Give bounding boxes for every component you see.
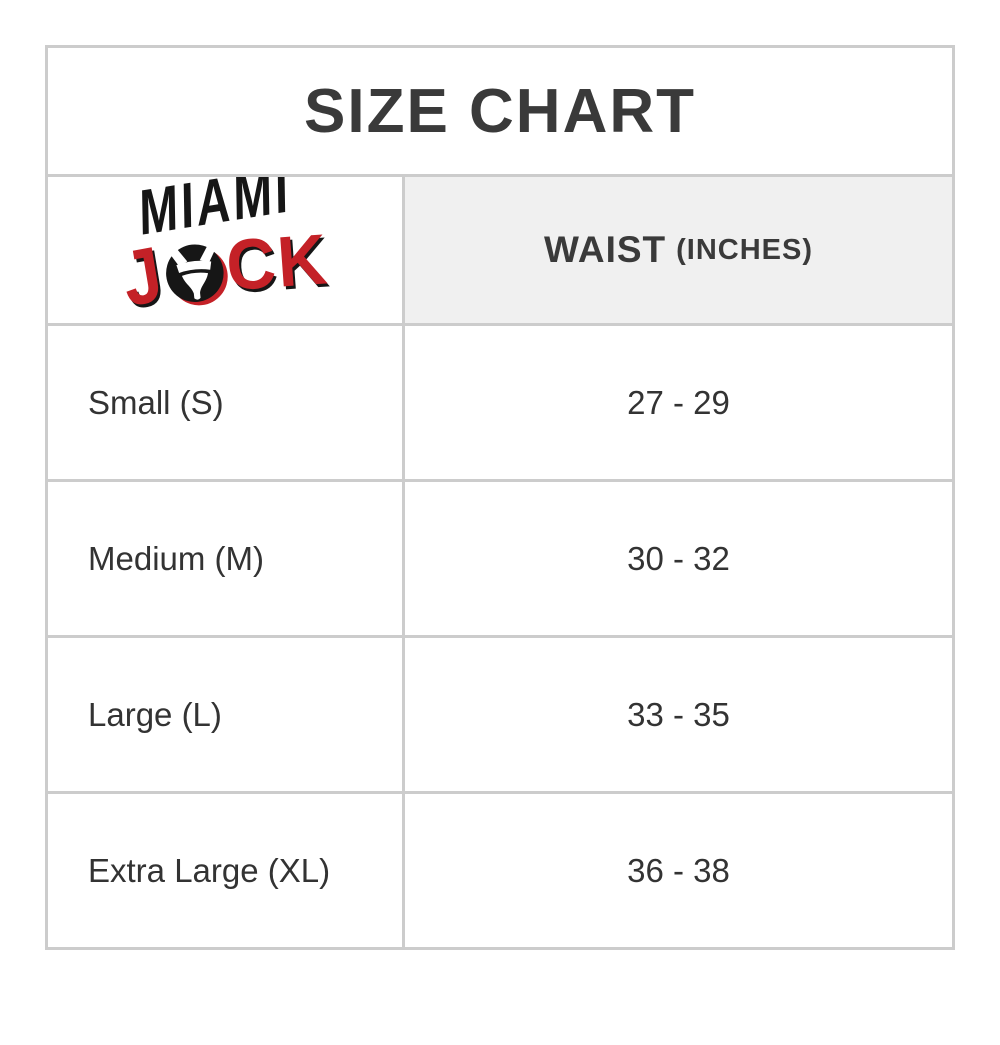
miami-jock-logo: MIAMI J CK (116, 177, 331, 323)
size-chart-table: SIZE CHART MIAMI J (45, 45, 955, 950)
title-row: SIZE CHART (48, 48, 952, 174)
waist-header-unit: (INCHES) (676, 233, 814, 266)
brand-logo-cell: MIAMI J CK (48, 177, 402, 323)
size-label-small: Small (S) (48, 326, 402, 479)
waist-value-medium: 30 - 32 (405, 482, 952, 635)
page-title: SIZE CHART (304, 76, 696, 146)
waist-value-xlarge: 36 - 38 (405, 794, 952, 947)
waist-header-cell: WAIST (INCHES) (405, 177, 952, 323)
logo-jock-text: J CK (116, 218, 332, 323)
logo-letters-ck: CK (223, 218, 332, 306)
waist-header-label: WAIST (543, 229, 667, 270)
waist-value-large: 33 - 35 (405, 638, 952, 791)
waist-value-small: 27 - 29 (405, 326, 952, 479)
jockstrap-icon (159, 234, 232, 311)
size-label-large: Large (L) (48, 638, 402, 791)
size-label-medium: Medium (M) (48, 482, 402, 635)
size-label-xlarge: Extra Large (XL) (48, 794, 402, 947)
